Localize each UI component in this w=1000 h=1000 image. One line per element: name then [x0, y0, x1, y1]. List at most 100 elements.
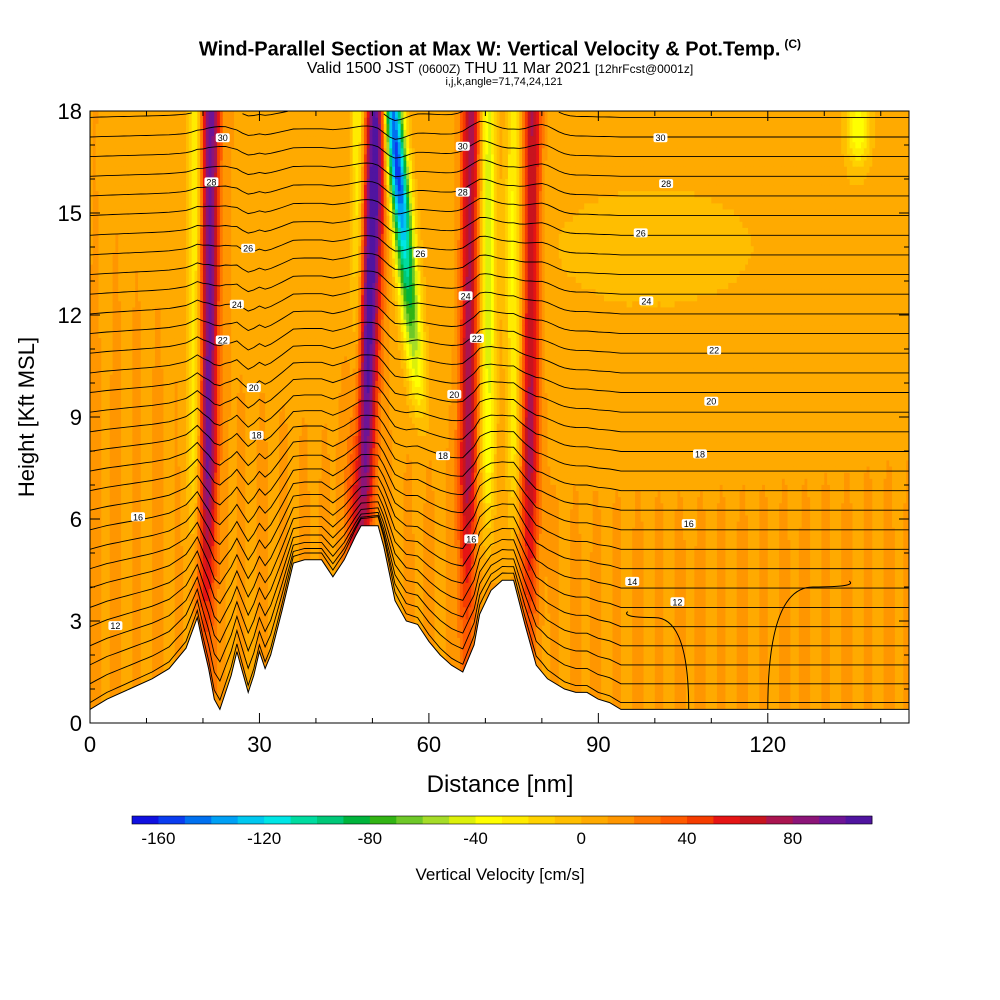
- velocity-cell: [152, 417, 156, 424]
- velocity-cell: [129, 257, 133, 265]
- velocity-cell: [143, 129, 148, 137]
- velocity-cell: [118, 251, 122, 259]
- velocity-cell: [115, 343, 119, 351]
- velocity-cell: [132, 625, 136, 632]
- velocity-cell: [106, 680, 111, 687]
- velocity-cell: [129, 600, 133, 608]
- velocity-cell: [123, 643, 128, 651]
- section-params: i,j,k,angle=71,74,24,121: [0, 76, 1000, 88]
- velocity-cell: [135, 661, 139, 669]
- velocity-cell: [90, 478, 94, 485]
- velocity-cell: [118, 563, 122, 571]
- velocity-cell: [126, 282, 131, 290]
- velocity-cell: [132, 117, 136, 124]
- velocity-cell: [112, 374, 117, 381]
- velocity-cell: [92, 521, 97, 528]
- velocity-cell: [92, 459, 97, 467]
- velocity-cell: [112, 398, 117, 406]
- velocity-cell: [98, 337, 102, 345]
- velocity-cell: [115, 429, 119, 436]
- velocity-cell: [132, 484, 136, 492]
- velocity-cell: [101, 478, 105, 485]
- velocity-cell: [90, 435, 94, 443]
- velocity-cell: [121, 429, 125, 436]
- velocity-cell: [109, 319, 114, 326]
- velocity-cell: [92, 576, 97, 583]
- velocity-cell: [140, 545, 145, 553]
- velocity-cell: [138, 208, 142, 216]
- velocity-cell: [121, 227, 125, 234]
- velocity-cell: [98, 551, 102, 559]
- velocity-cell: [115, 319, 119, 326]
- velocity-cell: [129, 527, 133, 534]
- velocity-cell: [132, 233, 136, 241]
- velocity-cell: [115, 270, 119, 277]
- velocity-cell: [90, 337, 94, 345]
- velocity-cell: [126, 123, 131, 130]
- velocity-cell: [138, 398, 142, 406]
- velocity-cell: [115, 129, 119, 137]
- velocity-cell: [149, 288, 153, 296]
- velocity-cell: [104, 380, 108, 387]
- velocity-cell: [149, 270, 153, 277]
- velocity-cell: [132, 215, 136, 222]
- velocity-cell: [152, 331, 156, 339]
- velocity-cell: [95, 153, 100, 161]
- velocity-cell: [101, 533, 105, 540]
- velocity-cell: [101, 239, 105, 247]
- velocity-cell: [140, 270, 145, 277]
- velocity-cell: [98, 380, 102, 387]
- velocity-cell: [104, 355, 108, 363]
- velocity-cell: [149, 184, 153, 192]
- velocity-cell: [98, 698, 102, 706]
- velocity-cell: [143, 276, 148, 283]
- velocity-cell: [115, 472, 119, 479]
- velocity-cell: [90, 386, 94, 394]
- velocity-cell: [106, 600, 111, 608]
- velocity-cell: [152, 123, 156, 130]
- velocity-cell: [146, 441, 150, 449]
- velocity-cell: [121, 129, 125, 137]
- velocity-cell: [95, 667, 100, 675]
- velocity-cell: [123, 655, 128, 663]
- velocity-cell: [129, 300, 133, 308]
- velocity-cell: [112, 288, 117, 296]
- velocity-cell: [135, 576, 139, 583]
- velocity-cell: [104, 153, 108, 161]
- velocity-cell: [118, 111, 122, 118]
- velocity-cell: [101, 129, 105, 137]
- velocity-cell: [101, 692, 105, 700]
- velocity-cell: [129, 215, 133, 222]
- velocity-cell: [90, 288, 94, 296]
- velocity-cell: [95, 643, 100, 651]
- velocity-cell: [126, 465, 131, 473]
- velocity-cell: [143, 172, 148, 179]
- velocity-cell: [115, 600, 119, 608]
- velocity-cell: [92, 306, 97, 314]
- velocity-cell: [132, 355, 136, 363]
- velocity-cell: [115, 331, 119, 339]
- velocity-cell: [92, 153, 97, 161]
- velocity-cell: [146, 490, 150, 498]
- velocity-cell: [104, 300, 108, 308]
- velocity-cell: [90, 245, 94, 253]
- velocity-cell: [146, 429, 150, 436]
- velocity-cell: [121, 625, 125, 632]
- velocity-cell: [112, 643, 117, 651]
- velocity-cell: [149, 251, 153, 259]
- velocity-cell: [152, 184, 156, 192]
- velocity-cell: [106, 368, 111, 375]
- velocity-cell: [118, 680, 122, 687]
- velocity-cell: [101, 117, 105, 124]
- velocity-cell: [149, 325, 153, 332]
- velocity-cell: [146, 147, 150, 155]
- velocity-cell: [149, 570, 153, 577]
- velocity-cell: [101, 667, 105, 675]
- velocity-cell: [98, 521, 102, 528]
- velocity-cell: [132, 159, 136, 167]
- velocity-cell: [109, 465, 114, 473]
- velocity-cell: [149, 655, 153, 663]
- velocity-cell: [98, 178, 102, 186]
- velocity-cell: [152, 135, 156, 143]
- velocity-cell: [132, 563, 136, 571]
